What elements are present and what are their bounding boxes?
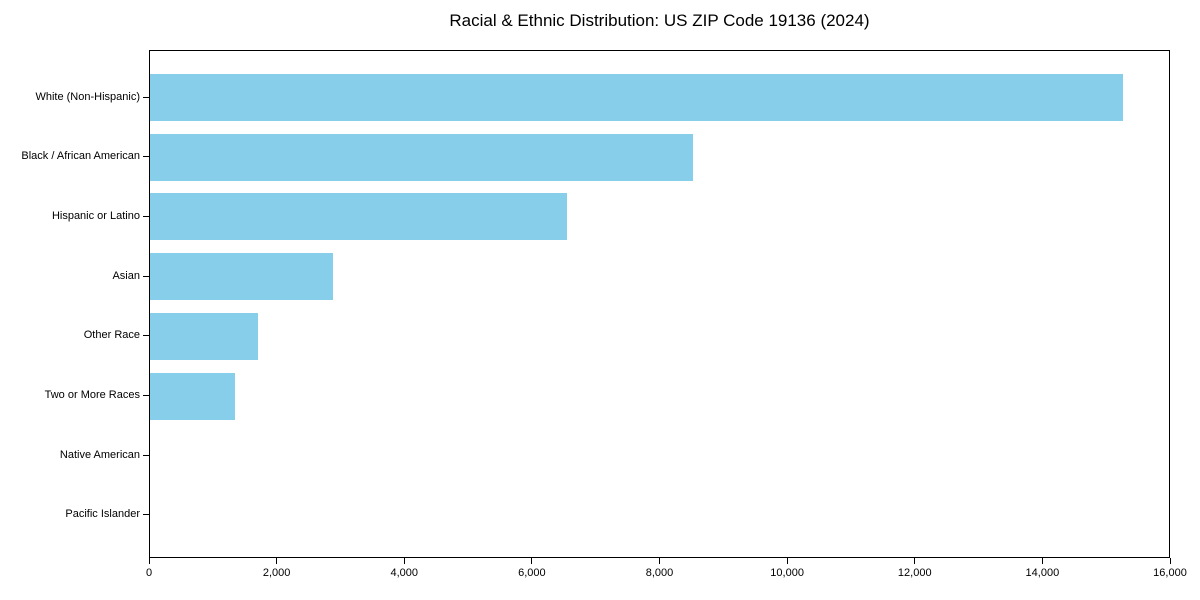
bar-hispanic-or-latino (150, 193, 568, 241)
y-tick-label-other-race: Other Race (83, 329, 140, 342)
x-tick-label: 12,000 (897, 567, 932, 579)
x-tick-mark (148, 558, 150, 564)
x-tick-mark (659, 558, 660, 564)
x-tick-mark (1169, 558, 1171, 564)
x-tick-label: 2,000 (262, 567, 291, 579)
y-tick-label-two-or-more-races: Two or More Races (44, 389, 140, 401)
bar-white-non-hispanic (150, 74, 1123, 121)
plot-area (149, 50, 1170, 558)
y-tick-mark (143, 454, 149, 456)
x-tick-label: 6,000 (518, 567, 546, 579)
x-tick-mark (914, 558, 916, 564)
chart-title: Racial & Ethnic Distribution: US ZIP Cod… (449, 11, 870, 30)
y-tick-mark (143, 215, 149, 217)
x-tick-mark (276, 558, 278, 564)
x-tick-mark (403, 558, 405, 564)
y-tick-label-pacific-islander: Pacific Islander (65, 508, 140, 521)
x-axis: 0 2,000 4,000 6,000 8,000 10,000 12,000 14,000 1… (145, 558, 1187, 598)
x-tick-mark (786, 558, 788, 564)
x-tick-label: 0 (145, 567, 153, 579)
y-tick-mark (143, 96, 149, 98)
bar-asian (150, 253, 333, 301)
bar-two-or-more-races (150, 372, 235, 420)
y-tick-label-black-african-american: Black / African American (21, 150, 140, 163)
x-tick-label: 4,000 (390, 567, 419, 579)
x-tick-label: 14,000 (1025, 567, 1060, 579)
y-tick-mark (143, 395, 149, 396)
y-tick-label-native-american: Native American (59, 448, 140, 461)
bar-other-race (150, 312, 258, 360)
y-tick-mark (143, 275, 149, 277)
y-tick-mark (143, 156, 149, 158)
y-tick-mark (143, 335, 149, 337)
y-tick-mark (143, 514, 149, 516)
x-tick-label: 10,000 (770, 567, 804, 579)
bar-black-african-american (150, 133, 693, 181)
x-tick-mark (1041, 558, 1043, 564)
x-tick-label: 16,000 (1153, 567, 1187, 579)
x-tick-mark (531, 558, 533, 564)
y-tick-label-white-non-hispanic: White (Non-Hispanic) (35, 90, 140, 103)
x-tick-label: 8,000 (645, 567, 674, 579)
y-tick-label-hispanic-or-latino: Hispanic or Latino (51, 209, 140, 222)
y-tick-label-asian: Asian (112, 269, 140, 282)
